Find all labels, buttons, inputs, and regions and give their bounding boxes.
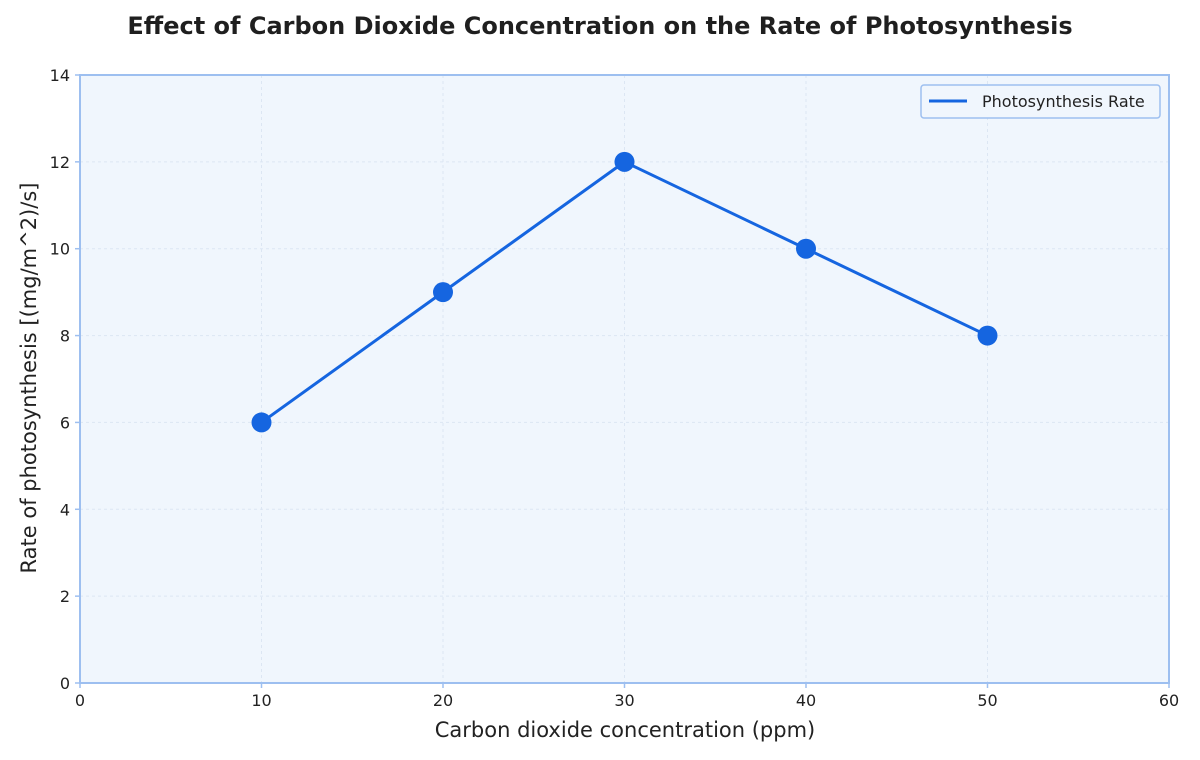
y-tick-label: 12 (50, 153, 70, 172)
x-axis-label: Carbon dioxide concentration (ppm) (435, 718, 816, 742)
x-tick-label: 0 (75, 691, 85, 710)
legend: Photosynthesis Rate (920, 84, 1161, 119)
y-tick-label: 8 (60, 327, 70, 346)
x-tick-label: 40 (796, 691, 816, 710)
series-layer (251, 151, 998, 433)
y-tick-label: 0 (60, 674, 70, 693)
chart-title: Effect of Carbon Dioxide Concentration o… (127, 12, 1073, 40)
y-axis-label: Rate of photosynthesis [(mg/m^2)/s] (17, 183, 41, 574)
y-tick-label: 2 (60, 587, 70, 606)
data-point (796, 238, 816, 259)
data-point (977, 325, 998, 346)
x-tick-label: 20 (433, 691, 453, 710)
x-tick-label: 50 (977, 691, 997, 710)
data-point (433, 282, 453, 303)
x-tick-label: 10 (251, 691, 271, 710)
y-tick-label: 4 (60, 500, 70, 519)
x-axis-ticks: 0 10 20 30 40 50 60 (75, 683, 1179, 710)
x-tick-label: 30 (614, 691, 634, 710)
data-point (251, 412, 272, 433)
legend-box (920, 84, 1161, 119)
y-axis-ticks: 0 2 4 6 8 10 12 14 (50, 66, 80, 693)
y-tick-label: 6 (60, 413, 70, 432)
y-tick-label: 10 (50, 240, 70, 259)
data-point (614, 151, 635, 172)
legend-label-photosynthesis-rate: Photosynthesis Rate (982, 92, 1145, 111)
x-tick-label: 60 (1159, 691, 1179, 710)
y-tick-label: 14 (50, 66, 70, 85)
